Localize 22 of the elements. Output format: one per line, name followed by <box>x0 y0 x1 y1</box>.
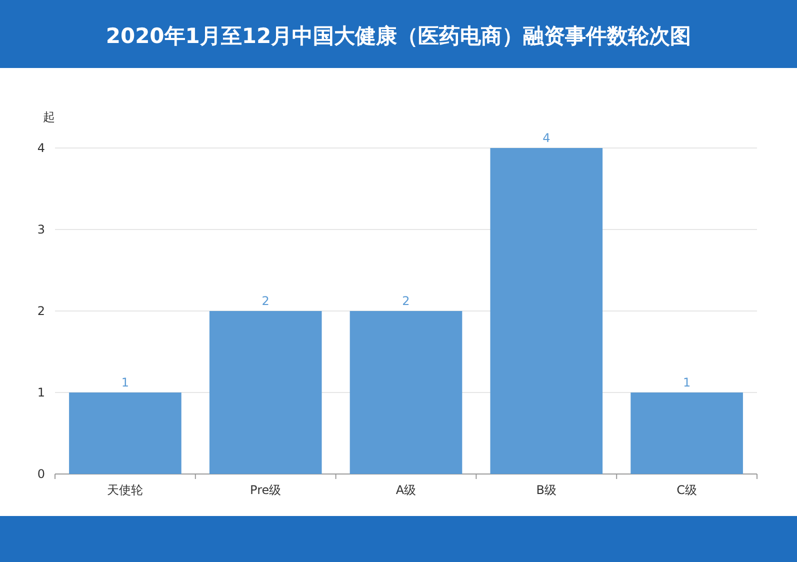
x-tick-label: 天使轮 <box>107 483 144 497</box>
bar <box>350 311 462 474</box>
data-label: 2 <box>262 294 270 308</box>
y-tick-label: 1 <box>37 386 45 400</box>
y-tick-label: 4 <box>37 141 45 155</box>
x-tick-label: Pre级 <box>250 483 282 497</box>
bar <box>630 392 743 474</box>
bar <box>209 311 322 474</box>
bar <box>490 148 603 474</box>
y-tick-label: 2 <box>37 304 45 318</box>
data-label: 4 <box>542 131 550 145</box>
y-axis-title: 起 <box>43 110 55 124</box>
data-label: 1 <box>121 376 130 390</box>
x-tick-label: C级 <box>676 483 697 497</box>
chart-title: 2020年1月至12月中国大健康（医药电商）融资事件数轮次图 <box>106 24 692 48</box>
y-tick-label: 3 <box>37 222 45 236</box>
data-label: 2 <box>402 294 410 308</box>
x-tick-label: A级 <box>396 483 416 497</box>
data-label: 1 <box>682 376 691 390</box>
bar <box>69 392 182 474</box>
x-tick-label: B级 <box>536 483 557 497</box>
y-tick-label: 0 <box>37 467 45 481</box>
